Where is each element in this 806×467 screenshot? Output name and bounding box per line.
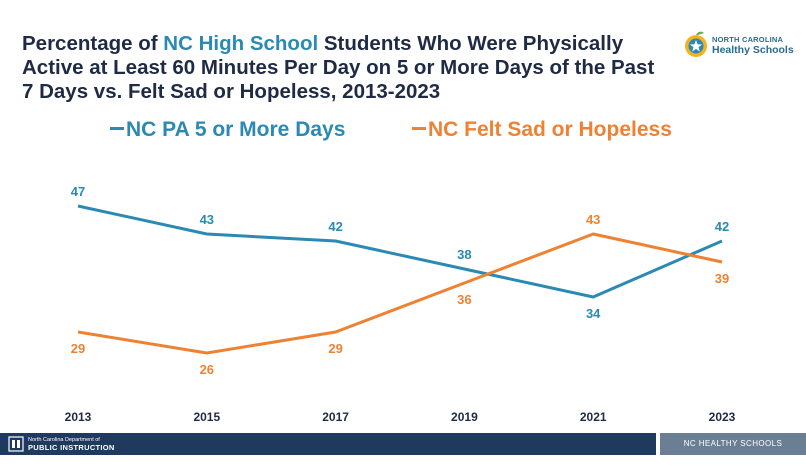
legend-swatch-sad	[412, 126, 426, 130]
series-line-0	[77, 204, 723, 299]
data-label-0-2019: 38	[457, 247, 471, 262]
legend-item-pa: NC PA 5 or More Days	[110, 118, 345, 142]
data-label-1-2023: 39	[715, 271, 729, 286]
data-label-1-2019: 36	[457, 292, 471, 307]
legend-label-pa: NC PA 5 or More Days	[126, 118, 346, 141]
x-tick-label-2015: 2015	[193, 410, 220, 424]
chart-legend: NC PA 5 or More Days NC Felt Sad or Hope…	[0, 118, 806, 152]
series-line-1	[77, 232, 723, 355]
legend-swatch-pa	[110, 126, 124, 130]
healthy-schools-logo	[685, 31, 707, 57]
healthy-schools-logo-text: NORTH CAROLINA Healthy Schools	[712, 35, 794, 56]
data-label-1-2015: 26	[200, 362, 214, 377]
data-label-1-2017: 29	[328, 341, 342, 356]
x-tick-label-2023: 2023	[709, 410, 736, 424]
x-tick-label-2021: 2021	[580, 410, 607, 424]
data-label-0-2023: 42	[715, 219, 729, 234]
data-label-0-2013: 47	[71, 184, 85, 199]
x-tick-label-2013: 2013	[65, 410, 92, 424]
x-tick-label-2017: 2017	[322, 410, 349, 424]
footer-bar: North Carolina Department of PUBLIC INST…	[0, 433, 656, 455]
legend-label-sad: NC Felt Sad or Hopeless	[428, 118, 672, 141]
data-label-1-2021: 43	[586, 212, 600, 227]
data-label-0-2017: 42	[328, 219, 342, 234]
chart-title: Percentage of NC High School Students Wh…	[22, 32, 655, 103]
data-label-1-2013: 29	[71, 341, 85, 356]
data-label-0-2021: 34	[586, 306, 601, 321]
x-tick-label-2019: 2019	[451, 410, 478, 424]
footer-label: NC HEALTHY SCHOOLS	[660, 433, 806, 455]
dpi-logo-icon	[8, 436, 24, 452]
dpi-logo-text: North Carolina Department of PUBLIC INST…	[28, 437, 115, 452]
line-chart: 2013 2015 2017 2019 2021 2023 47 43 42 38 34 42 29 26…	[65, 184, 736, 424]
legend-item-sad: NC Felt Sad or Hopeless	[412, 118, 672, 142]
data-label-0-2015: 43	[200, 212, 214, 227]
